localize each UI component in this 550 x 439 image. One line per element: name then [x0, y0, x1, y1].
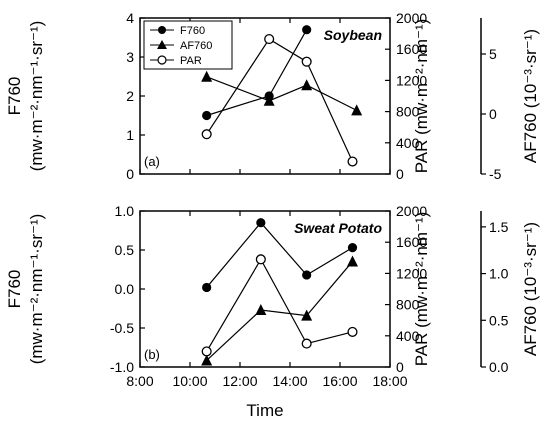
panel-b-par-tick-label: 1200 — [396, 265, 427, 281]
panel-b-par-tick-label: 0 — [396, 359, 404, 375]
panel-a-left-title-line2: (mw·m⁻²·nm⁻¹·sr⁻¹) — [27, 21, 46, 172]
panel-b-series-f760-point — [347, 243, 358, 253]
panel-b-series-par-line — [206, 258, 353, 352]
x-tick-label: 8:00 — [126, 373, 153, 389]
legend-marker-f760 — [158, 26, 166, 34]
panel-b-left-title-line2: (mw·m⁻²·nm⁻¹·sr⁻¹) — [27, 214, 46, 365]
panel-b-af-tick-label: 1.5 — [489, 219, 509, 235]
legend-label-par: PAR — [180, 55, 202, 67]
legend-marker-par — [157, 55, 167, 65]
panel-a-par-tick-label: 800 — [396, 104, 420, 120]
panel-b-af-axis-title: AF760 (10⁻³·sr⁻¹) — [521, 222, 540, 356]
panel-b-left-tick-label: 0.0 — [115, 281, 135, 297]
legend-label-f760: F760 — [180, 25, 205, 37]
panel-b-par-axis-title: PAR (mw·m⁻²·nm⁻¹) — [412, 212, 431, 367]
panel-b-series-f760-line — [206, 221, 353, 288]
x-tick-label: 18:00 — [372, 373, 407, 389]
panel-b-par-tick-label: 2000 — [396, 203, 427, 219]
panel-a-par-tick-label: 1600 — [396, 41, 427, 57]
panel-a-par-tick-label: 0 — [396, 166, 404, 182]
panel-a-par-tick-label: 1200 — [396, 72, 427, 88]
panel-a-series-par-point — [201, 129, 212, 140]
panel-a-par-tick-label: 2000 — [396, 10, 427, 26]
panel-b-af-tick-label: 1.0 — [489, 266, 509, 282]
panel-a-series-af760-point — [263, 94, 275, 106]
panel-b-series-f760-point — [256, 218, 266, 228]
panel-b-series-af760-line — [206, 261, 353, 361]
panel-a-panel-tag: (a) — [144, 154, 160, 169]
panel-a-af-tick-label: 0 — [489, 106, 497, 122]
panel-a-af-axis-title: AF760 (10⁻³·sr⁻¹) — [521, 29, 540, 163]
panel-a-crop-label: Soybean — [324, 27, 382, 43]
panel-a-af-tick-label: 5 — [489, 46, 497, 62]
panel-b-par-tick-label: 800 — [396, 297, 420, 313]
panel-b-left-title-line1: F760 — [5, 270, 24, 309]
panel-b-panel-tag: (b) — [144, 347, 160, 362]
panel-b-left-tick-label: 0.5 — [115, 242, 135, 258]
panel-a-left-tick-label: 4 — [126, 10, 134, 26]
panel-b-series-par-point — [255, 254, 266, 265]
panel-a-series-f760-point — [302, 25, 312, 35]
panel-b-series-af760-point — [347, 255, 358, 267]
x-tick-label: 14:00 — [272, 373, 307, 389]
panel-b: -1.0 -0.5 0.0 0.5 1.0 0 400 800 1200 1600 2000 0.0 0… — [5, 203, 540, 375]
panel-a-series-af760-point — [301, 79, 313, 91]
panel-b-left-axis-title: F760 (mw·m⁻²·nm⁻¹·sr⁻¹) — [5, 214, 46, 365]
panel-a-af-tick-label: -5 — [489, 166, 502, 182]
panel-b-series-af760-point — [301, 309, 313, 321]
legend-marker-af760 — [157, 40, 167, 49]
panel-a-series-af760-point — [351, 104, 363, 116]
panel-a-left-tick-label: 2 — [126, 88, 134, 104]
panel-a-series-af760-line — [206, 76, 357, 111]
panel-a-series-f760-point — [202, 110, 212, 121]
panel-b-par-tick-label: 400 — [396, 328, 420, 344]
panel-a-series-par-point — [301, 56, 312, 67]
panel-b-af-tick-label: 0.5 — [489, 312, 509, 328]
panel-a-left-title-line1: F760 — [5, 77, 24, 116]
panel-a-series-par-point — [264, 34, 275, 45]
panel-b-series-par-point — [347, 326, 358, 337]
panel-a-par-tick-label: 400 — [396, 135, 420, 151]
panel-a-series-par-point — [347, 156, 358, 167]
panel-b-series-af760-point — [255, 304, 267, 316]
x-tick-label: 16:00 — [322, 373, 357, 389]
panel-a-par-axis-title: PAR (mw·m⁻²·nm⁻¹) — [412, 19, 431, 174]
panel-b-series-f760-point — [202, 282, 212, 293]
panel-b-series-par-point — [201, 346, 212, 357]
panel-a-left-axis-title: F760 (mw·m⁻²·nm⁻¹·sr⁻¹) — [5, 21, 46, 172]
legend: F760 AF760 PAR — [143, 20, 233, 70]
panel-b-left-tick-label: 1.0 — [115, 203, 135, 219]
panel-b-left-tick-label: -1.0 — [110, 359, 134, 375]
panel-b-series-af760-point — [201, 354, 213, 366]
panel-b-left-tick-label: -0.5 — [110, 320, 134, 336]
panel-a-series-par-line — [206, 38, 354, 162]
panel-a-left-tick-label: 0 — [126, 166, 134, 182]
x-axis-title: Time — [246, 401, 283, 420]
legend-label-af760: AF760 — [180, 40, 212, 52]
x-tick-label: 12:00 — [222, 373, 257, 389]
panel-b-af-tick-label: 0.0 — [489, 359, 509, 375]
x-tick-label: 10:00 — [172, 373, 207, 389]
panel-a-left-tick-label: 1 — [126, 127, 134, 143]
panel-b-series-f760-point — [302, 270, 312, 280]
panel-b-par-tick-label: 1600 — [396, 234, 427, 250]
panel-a-left-tick-label: 3 — [126, 49, 134, 65]
panel-b-crop-label: Sweat Potato — [294, 220, 382, 236]
panel-a-series-af760-point — [201, 70, 213, 82]
panel-b-series-par-point — [301, 338, 312, 349]
